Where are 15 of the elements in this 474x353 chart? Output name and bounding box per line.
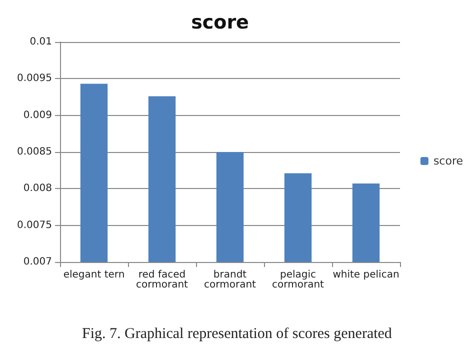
y-tick-label: 0.0085 [17,146,52,158]
y-tick-label: 0.0075 [17,220,52,231]
y-tick-label: 0.008 [23,183,52,194]
y-tick-label: 0.007 [23,256,52,268]
y-tick-label: 0.0095 [17,73,52,84]
legend-label: score [433,154,464,168]
x-tick-label: red faced cormorant [136,270,188,290]
x-tick-label: white pelican [332,270,400,280]
x-tick-label: brandt cormorant [204,270,256,290]
chart-title: score [191,12,249,34]
x-tick-label: pelagic cormorant [272,270,324,290]
y-tick-label: 0.01 [30,36,52,48]
x-tick-label: elegant tern [63,270,125,280]
caption: Fig. 7. Graphical representation of scores generated [81,325,393,344]
y-tick-label: 0.009 [23,110,52,121]
